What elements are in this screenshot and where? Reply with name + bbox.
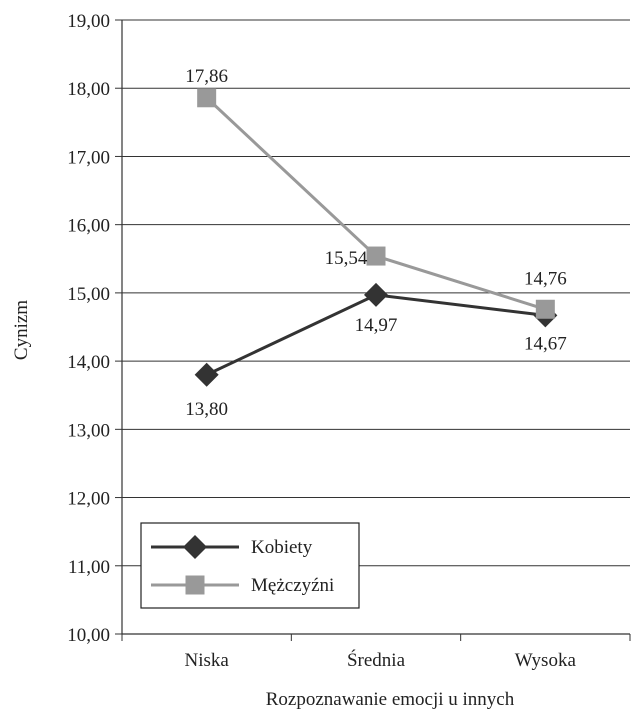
square-marker — [197, 88, 217, 108]
square-marker — [535, 299, 555, 319]
y-tick-label: 15,00 — [67, 284, 110, 305]
data-label: 13,80 — [185, 399, 228, 420]
series — [194, 88, 558, 387]
data-label: 14,76 — [524, 268, 567, 289]
y-tick-label: 13,00 — [67, 420, 110, 441]
square-marker — [366, 246, 386, 266]
diamond-marker — [364, 282, 388, 307]
y-tick-label: 16,00 — [67, 216, 110, 237]
y-tick-label: 14,00 — [67, 352, 110, 373]
y-axis-title: Cynizm — [11, 300, 32, 360]
data-label: 14,97 — [355, 315, 398, 336]
data-label: 15,54 — [325, 248, 368, 269]
legend-label: Mężczyźni — [251, 575, 334, 596]
diamond-marker — [194, 362, 219, 387]
axes: 10,00 11,00 12,00 13,00 14,00 15,00 16,00 17,00… — [67, 11, 631, 671]
legend: Kobiety Mężczyźni — [140, 522, 360, 609]
x-tick-label: Średnia — [347, 649, 406, 671]
x-axis-title: Rozpoznawanie emocji u innych — [266, 689, 515, 710]
legend-box — [140, 522, 360, 609]
y-tick-label: 19,00 — [67, 11, 110, 32]
legend-marker — [185, 575, 205, 595]
x-tick-label: Wysoka — [515, 650, 577, 671]
y-tick-label: 11,00 — [68, 557, 110, 578]
series-line-1 — [205, 96, 546, 311]
y-tick-label: 18,00 — [67, 79, 110, 100]
legend-marker — [183, 535, 207, 559]
y-tick-label: 10,00 — [67, 625, 110, 646]
y-tick-label: 17,00 — [67, 147, 110, 168]
data-label: 14,67 — [524, 333, 567, 354]
x-tick-label: Niska — [185, 650, 230, 671]
y-tick-label: 12,00 — [67, 489, 110, 510]
legend-label: Kobiety — [251, 537, 313, 558]
data-labels: 13,80 14,97 14,67 17,86 15,54 14,76 — [185, 66, 566, 420]
data-label: 17,86 — [185, 66, 228, 87]
